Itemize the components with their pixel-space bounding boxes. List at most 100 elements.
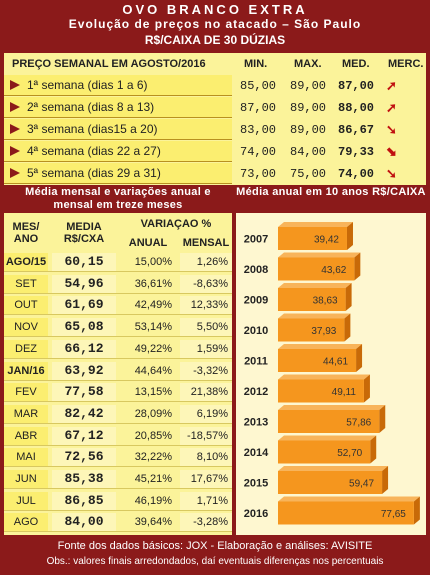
media-cell: 85,38 [52,470,116,488]
table-row: AGO/15 60,15 15,00% 1,26% [4,253,232,272]
col-merc-header: MERC. [388,53,424,75]
anual-cell: 13,15% [134,386,172,399]
week-label: 2ª semana (dias 8 a 13) [4,97,232,118]
media-cell: 63,92 [52,361,116,380]
mensal-cell: 6,19% [180,404,232,423]
bar-side-face [363,374,370,403]
mensal-cell: 17,67% [180,470,232,488]
month-cell: JAN/16 [4,361,48,380]
trend-down-strong-icon: ⬊ [386,144,397,159]
month-cell: JUL [4,491,48,510]
week-label-text: 1ª semana (dias 1 a 6) [27,78,148,92]
unit-label: R$/CAIXA DE 30 DÚZIAS [144,33,286,47]
month-cell: ABR [4,426,48,445]
month-cell: NOV [4,318,48,337]
week-med: 74,00 [338,166,375,181]
media-cell: 65,08 [52,318,116,337]
table-row: SET 54,96 36,61% -8,63% [4,274,232,294]
month-cell: AGO/15 [4,253,48,271]
trend-up-icon: ➚ [386,100,397,115]
bar [278,471,383,494]
media-cell: 84,00 [52,513,116,532]
media-cell: 60,15 [52,253,116,271]
anual-cell: 45,21% [134,473,172,485]
bar [278,318,345,342]
bar [278,501,414,525]
weekly-heading: PREÇO SEMANAL EM AGOSTO/2016 [4,53,232,75]
trend-up-icon: ➚ [386,78,397,93]
mensal-cell: 1,26% [180,253,232,271]
bar-top-face [278,466,389,471]
week-row: 5ª semana (dias 29 a 31) 73,00 75,00 74,… [4,163,426,185]
bar [278,349,357,372]
mensal-cell: 5,50% [180,318,232,337]
value-label: 43,62 [321,265,346,276]
category-label: 2013 [244,417,268,429]
table-row: JUN 85,38 45,21% 17,67% [4,470,232,489]
anual-cell: 42,49% [134,299,172,312]
footer-source: Fonte dos dados básicos: JOX - Elaboraçã… [57,540,373,552]
anual-cell: 46,19% [134,494,172,507]
bullet-arrow-icon [10,102,20,112]
week-label-text: 5ª semana (dias 29 a 31) [27,166,161,180]
subtitle: Evolução de preços no atacado – São Paul… [68,17,362,31]
media-cell: 77,58 [52,383,116,402]
bar-chart-svg: 2007 39,42 2008 43,62 2009 38,63 2010 37,93 2011… [244,222,420,525]
table-row: MAR 82,42 28,09% 6,19% [4,404,232,424]
value-label: 57,86 [346,418,371,429]
value-label: 39,42 [314,235,339,246]
col-media-header: MEDIA R$/CXA [63,221,105,245]
category-label: 2009 [244,295,268,307]
category-label: 2010 [244,325,268,337]
value-label: 59,47 [349,479,374,490]
week-row: 3ª semana (dias15 a 20) 83,00 89,00 86,6… [4,119,426,141]
category-label: 2012 [244,386,268,398]
week-label-text: 2ª semana (dias 8 a 13) [27,100,155,114]
anual-cell: 15,00% [134,256,172,268]
col-mes-header: MES/ ANO [12,221,40,245]
table-row: MAI 72,56 32,22% 8,10% [4,448,232,468]
week-label: 1ª semana (dias 1 a 6) [4,75,232,96]
col-max-header: MAX. [294,53,322,75]
week-med: 87,00 [338,78,375,93]
annual-average-chart: 2007 39,42 2008 43,62 2009 38,63 2010 37,93 2011… [236,213,426,535]
week-label-text: 4ª semana (dias 22 a 27) [27,144,161,158]
category-label: 2015 [244,478,268,490]
value-label: 37,93 [311,326,336,337]
week-max: 84,00 [290,144,327,159]
month-cell: MAI [4,448,48,467]
mensal-cell: 1,71% [180,491,232,510]
bar-side-face [346,222,353,250]
bar-top-face [278,405,386,410]
bar-side-face [345,283,352,311]
mensal-cell: 1,59% [180,339,232,358]
category-label: 2016 [244,508,268,520]
week-max: 89,00 [290,78,327,93]
chart-title: Média anual em 10 anos R$/CAIXA [236,185,426,213]
trend-down-icon: ➘ [386,122,397,137]
col-mensal-header: MENSAL [182,237,230,249]
media-cell: 54,96 [52,274,116,293]
value-label: 49,11 [332,387,357,398]
bar [278,440,371,464]
weekly-price-table: PREÇO SEMANAL EM AGOSTO/2016 MIN. MAX. M… [4,53,426,185]
week-label: 4ª semana (dias 22 a 27) [4,141,232,162]
mensal-cell: -18,57% [180,426,232,445]
week-max: 75,00 [290,166,327,181]
mensal-cell: -8,63% [180,274,232,293]
monthly-table-title: Média mensal e variações anual e mensal … [4,185,232,213]
week-row: 2ª semana (dias 8 a 13) 87,00 89,00 88,0… [4,97,426,119]
bar [278,410,380,433]
bar [278,227,347,250]
mensal-cell: -3,32% [180,361,232,380]
bar-top-face [278,313,351,319]
bar [278,288,346,311]
table-row: FEV 77,58 13,15% 21,38% [4,383,232,403]
col-min-header: MIN. [244,53,268,75]
month-cell: MAR [4,404,48,423]
col-med-header: MED. [342,53,370,75]
month-cell: AGO [4,513,48,532]
anual-cell: 20,85% [134,429,172,442]
month-cell: FEV [4,383,48,402]
bar-top-face [278,222,353,227]
